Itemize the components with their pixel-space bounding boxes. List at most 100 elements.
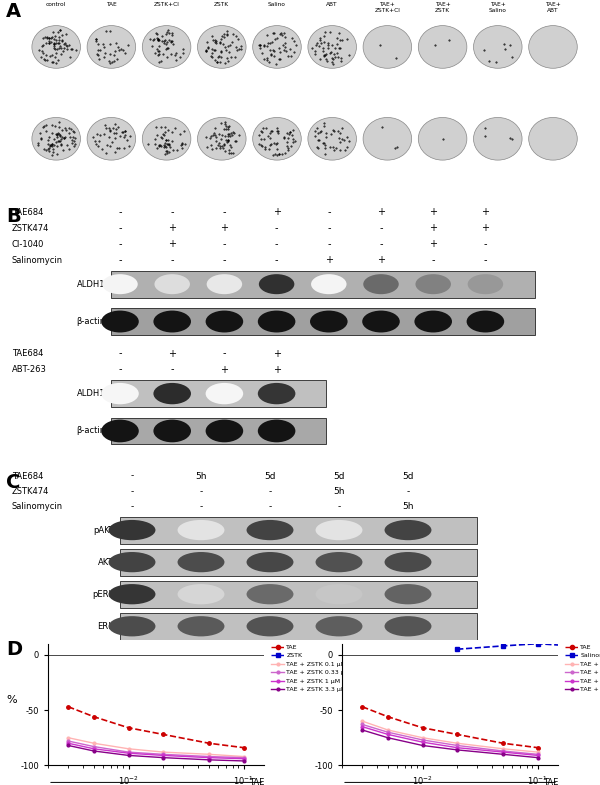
Ellipse shape <box>385 552 431 572</box>
Text: +: + <box>429 223 437 233</box>
Text: +: + <box>272 349 281 359</box>
Text: -: - <box>118 255 122 265</box>
Ellipse shape <box>206 383 243 404</box>
Bar <box>111 271 535 298</box>
Bar <box>120 517 477 543</box>
Ellipse shape <box>363 274 399 294</box>
Text: -: - <box>130 502 134 511</box>
Ellipse shape <box>142 26 191 68</box>
Text: -: - <box>379 223 383 233</box>
Ellipse shape <box>101 311 139 333</box>
Ellipse shape <box>109 520 155 540</box>
Bar <box>120 613 477 640</box>
Text: -: - <box>130 487 134 496</box>
Text: 5d: 5d <box>402 472 414 480</box>
Ellipse shape <box>32 26 80 68</box>
Ellipse shape <box>467 274 503 294</box>
Text: TAE: TAE <box>106 2 117 7</box>
Ellipse shape <box>385 520 431 540</box>
Text: CI-1040: CI-1040 <box>12 239 44 249</box>
Ellipse shape <box>102 274 138 294</box>
Text: +: + <box>377 255 385 265</box>
Ellipse shape <box>197 26 246 68</box>
Text: -: - <box>268 487 272 496</box>
Ellipse shape <box>142 118 191 160</box>
Ellipse shape <box>154 311 191 333</box>
Text: 5h: 5h <box>333 487 345 496</box>
Ellipse shape <box>310 311 347 333</box>
Text: +: + <box>429 239 437 249</box>
Text: pERK: pERK <box>92 590 114 599</box>
Bar <box>111 380 326 407</box>
Text: 5d: 5d <box>264 472 276 480</box>
Text: -: - <box>337 502 341 511</box>
Ellipse shape <box>316 616 362 637</box>
Text: +: + <box>481 223 490 233</box>
Text: +: + <box>325 255 333 265</box>
Text: ABT-263: ABT-263 <box>12 365 47 374</box>
Ellipse shape <box>467 311 504 333</box>
Text: C: C <box>6 473 20 491</box>
Text: +: + <box>220 223 229 233</box>
Text: -: - <box>327 207 331 217</box>
Text: -: - <box>223 255 226 265</box>
Ellipse shape <box>259 274 295 294</box>
Text: ALDH1: ALDH1 <box>77 279 105 289</box>
Ellipse shape <box>154 274 190 294</box>
Ellipse shape <box>529 118 577 160</box>
Text: Salinomycin: Salinomycin <box>12 502 63 511</box>
Ellipse shape <box>87 26 136 68</box>
Text: -: - <box>118 207 122 217</box>
Ellipse shape <box>178 552 224 572</box>
Text: -: - <box>118 239 122 249</box>
Text: +: + <box>481 207 490 217</box>
Text: ALDH1: ALDH1 <box>77 389 105 398</box>
Text: ZSTK: ZSTK <box>214 2 229 7</box>
Text: +: + <box>168 239 176 249</box>
Ellipse shape <box>247 616 293 637</box>
Text: -: - <box>118 223 122 233</box>
Text: ZSTK+Cl: ZSTK+Cl <box>154 2 179 7</box>
Ellipse shape <box>253 118 301 160</box>
Text: +: + <box>377 207 385 217</box>
Text: -: - <box>223 239 226 249</box>
Bar <box>120 549 477 575</box>
Text: AKT: AKT <box>98 557 114 567</box>
Text: -: - <box>118 349 122 359</box>
Ellipse shape <box>101 420 139 442</box>
Text: -: - <box>118 364 122 374</box>
Text: +: + <box>168 223 176 233</box>
Ellipse shape <box>206 311 243 333</box>
Ellipse shape <box>197 118 246 160</box>
Ellipse shape <box>32 118 80 160</box>
Text: B: B <box>6 206 21 226</box>
Y-axis label: %: % <box>7 695 17 705</box>
Text: +: + <box>220 364 229 374</box>
Ellipse shape <box>385 616 431 637</box>
Ellipse shape <box>363 118 412 160</box>
Bar <box>111 418 326 444</box>
Text: -: - <box>223 349 226 359</box>
Text: ABT: ABT <box>326 2 338 7</box>
Text: Salino: Salino <box>268 2 286 7</box>
Text: β-actin: β-actin <box>76 317 105 326</box>
Ellipse shape <box>154 383 191 404</box>
Text: -: - <box>275 255 278 265</box>
Text: -: - <box>275 223 278 233</box>
Text: -: - <box>170 207 174 217</box>
Text: +: + <box>272 207 281 217</box>
Ellipse shape <box>415 274 451 294</box>
Text: +: + <box>272 364 281 374</box>
Bar <box>111 309 535 335</box>
Ellipse shape <box>247 520 293 540</box>
Ellipse shape <box>206 420 243 442</box>
Ellipse shape <box>258 383 295 404</box>
Ellipse shape <box>418 118 467 160</box>
Ellipse shape <box>385 584 431 604</box>
Text: TAE: TAE <box>248 777 264 785</box>
Ellipse shape <box>308 118 356 160</box>
Text: -: - <box>199 487 203 496</box>
Text: 5h: 5h <box>195 472 207 480</box>
Ellipse shape <box>473 26 522 68</box>
Text: -: - <box>223 207 226 217</box>
